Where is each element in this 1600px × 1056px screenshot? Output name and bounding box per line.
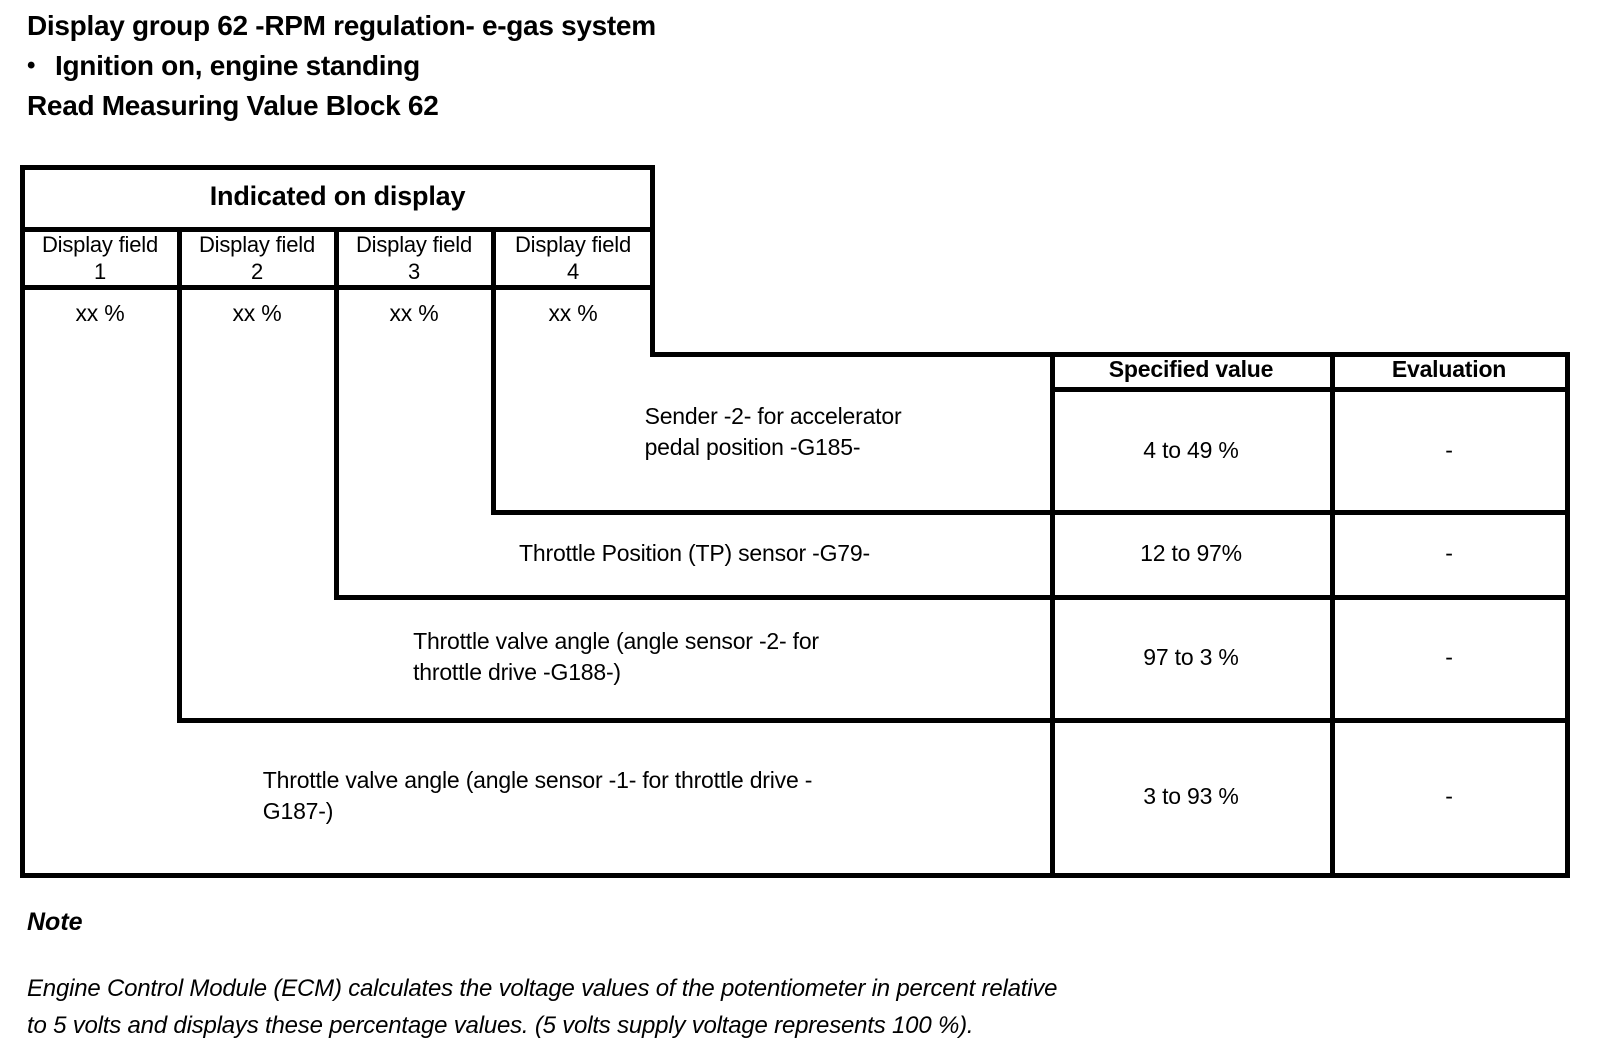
condition-text: Ignition on, engine standing: [55, 50, 420, 81]
display-field-2-label: Display field: [198, 231, 315, 257]
row-4-evaluation: -: [1445, 782, 1453, 809]
table-border-col1-col2: [177, 227, 182, 723]
display-field-1-label: Display field: [41, 231, 158, 257]
table-border-top: [20, 165, 655, 170]
page-title: Display group 62 -RPM regulation- e-gas …: [27, 10, 656, 41]
table-border-col2-col3: [334, 227, 339, 600]
display-field-2-number: 2: [250, 258, 264, 284]
table-border-row3-bottom: [177, 718, 1570, 723]
table-border-spec-eval: [1330, 352, 1335, 878]
condition-line: • Ignition on, engine standing: [27, 46, 656, 86]
row-1-evaluation: -: [1445, 436, 1453, 463]
row-4-description-cell: Throttle valve angle (angle sensor -1- f…: [25, 721, 1050, 871]
note-heading: Note: [27, 908, 83, 936]
display-field-3-number: 3: [407, 258, 421, 284]
row-1-description: Sender -2- for accelerator pedal positio…: [644, 403, 902, 460]
table-border-under-indicated: [20, 227, 655, 232]
row-2-description: Throttle Position (TP) sensor -G79-: [519, 539, 870, 566]
table-border-row2-bottom: [334, 595, 1570, 600]
row-1-specified-value: 4 to 49 %: [1143, 436, 1239, 463]
row-3-description: Throttle valve angle (angle sensor -2- f…: [413, 628, 819, 685]
display-field-4-label: Display field: [514, 231, 631, 257]
indicated-on-display-header: Indicated on display: [209, 180, 466, 211]
table-border-under-fields: [20, 285, 655, 290]
table-border-row1-bottom: [491, 510, 1570, 515]
table-border-step-top: [650, 352, 1570, 357]
row-3-evaluation: -: [1445, 643, 1453, 670]
table-border-left: [20, 165, 25, 878]
row-1-description-cell: Sender -2- for accelerator pedal positio…: [496, 357, 1050, 507]
display-field-1-value: xx %: [75, 299, 125, 326]
page-subtitle: Read Measuring Value Block 62: [27, 90, 439, 121]
display-field-3-header: Display field 3: [339, 230, 489, 285]
display-field-4-value: xx %: [548, 299, 598, 326]
table-border-col3-col4: [491, 227, 496, 515]
display-field-1-header: Display field 1: [25, 230, 175, 285]
row-3-description-cell: Throttle valve angle (angle sensor -2- f…: [182, 598, 1050, 716]
page-heading: Display group 62 -RPM regulation- e-gas …: [27, 6, 656, 126]
specified-value-header: Specified value: [1108, 356, 1274, 382]
evaluation-header: Evaluation: [1391, 356, 1507, 382]
display-field-4-header: Display field 4: [496, 230, 650, 285]
row-4-specified-value: 3 to 93 %: [1143, 782, 1239, 809]
display-field-4-number: 4: [566, 258, 580, 284]
display-field-2-header: Display field 2: [182, 230, 332, 285]
note-body: Engine Control Module (ECM) calculates t…: [27, 975, 1058, 1039]
row-2-specified-value: 12 to 97%: [1140, 539, 1242, 566]
table-border-under-colheads: [1050, 387, 1570, 392]
display-field-3-value: xx %: [389, 299, 439, 326]
table-border-bottom: [20, 873, 1570, 878]
row-3-specified-value: 97 to 3 %: [1143, 643, 1239, 670]
bullet-icon: •: [27, 52, 36, 79]
display-field-1-number: 1: [93, 258, 107, 284]
display-field-2-value: xx %: [232, 299, 282, 326]
table-border-right: [1565, 352, 1570, 878]
row-2-evaluation: -: [1445, 539, 1453, 566]
table-border-spec-left: [1050, 352, 1055, 878]
display-field-3-label: Display field: [355, 231, 472, 257]
table-border-col4-right: [650, 165, 655, 357]
row-4-description: Throttle valve angle (angle sensor -1- f…: [262, 767, 813, 824]
